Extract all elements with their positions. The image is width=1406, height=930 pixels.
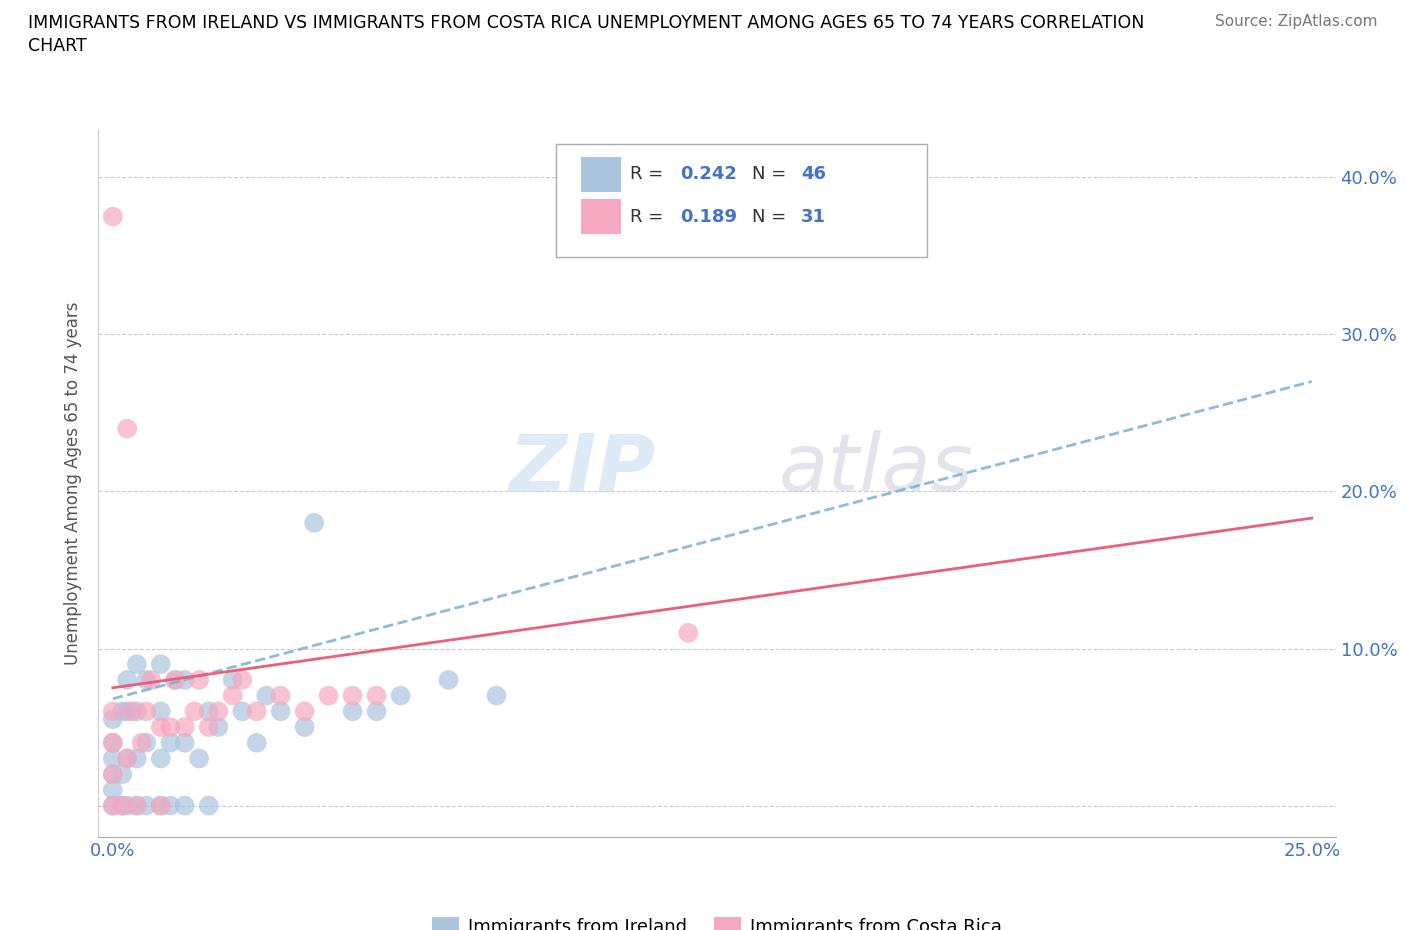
Point [188,672,211,687]
Point [173,672,195,687]
Point [246,704,269,719]
Point [111,766,134,781]
Point [111,798,134,813]
Point [270,704,292,719]
Point [111,704,134,719]
FancyBboxPatch shape [557,144,928,258]
Text: N =: N = [752,165,792,183]
Point [294,704,316,719]
Point [135,672,157,687]
Point [101,782,124,797]
Point [246,736,269,751]
Point [121,704,143,719]
Point [131,736,153,751]
Text: R =: R = [630,208,669,226]
Point [173,736,195,751]
Point [101,798,124,813]
FancyBboxPatch shape [581,199,620,234]
Point [254,688,277,703]
Text: ZIP: ZIP [508,431,655,509]
Text: 0.189: 0.189 [681,208,737,226]
Point [125,798,148,813]
Point [115,421,138,436]
Point [149,657,172,671]
Point [197,704,219,719]
Point [222,672,245,687]
Point [389,688,412,703]
Point [678,625,700,640]
Text: atlas: atlas [779,431,974,509]
Point [125,704,148,719]
Point [149,751,172,766]
Point [183,704,205,719]
Point [149,798,172,813]
Point [115,704,138,719]
Point [207,720,229,735]
Text: CHART: CHART [28,37,87,55]
Point [135,704,157,719]
FancyBboxPatch shape [581,157,620,192]
Text: 46: 46 [801,165,827,183]
Point [101,736,124,751]
Legend: Immigrants from Ireland, Immigrants from Costa Rica: Immigrants from Ireland, Immigrants from… [425,910,1010,930]
Point [101,736,124,751]
Point [115,751,138,766]
Point [111,798,134,813]
Point [125,657,148,671]
Point [141,672,163,687]
Point [294,720,316,735]
Point [135,798,157,813]
Point [302,515,325,530]
Point [101,209,124,224]
Point [149,720,172,735]
Point [101,766,124,781]
Text: R =: R = [630,165,669,183]
Point [318,688,340,703]
Point [188,751,211,766]
Text: 0.242: 0.242 [681,165,737,183]
Point [197,798,219,813]
Point [231,704,253,719]
Point [366,688,388,703]
Point [101,711,124,726]
Text: Source: ZipAtlas.com: Source: ZipAtlas.com [1215,14,1378,29]
Point [485,688,508,703]
Point [222,688,245,703]
Point [115,798,138,813]
Point [149,704,172,719]
Point [197,720,219,735]
Text: IMMIGRANTS FROM IRELAND VS IMMIGRANTS FROM COSTA RICA UNEMPLOYMENT AMONG AGES 65: IMMIGRANTS FROM IRELAND VS IMMIGRANTS FR… [28,14,1144,32]
Point [125,798,148,813]
Point [159,720,181,735]
Point [115,672,138,687]
Point [115,751,138,766]
Point [165,672,187,687]
Y-axis label: Unemployment Among Ages 65 to 74 years: Unemployment Among Ages 65 to 74 years [65,302,83,665]
Text: 31: 31 [801,208,827,226]
Point [101,798,124,813]
Point [437,672,460,687]
Point [101,766,124,781]
Point [173,798,195,813]
Point [165,672,187,687]
Point [342,688,364,703]
Point [231,672,253,687]
Text: N =: N = [752,208,792,226]
Point [159,736,181,751]
Point [149,798,172,813]
Point [207,704,229,719]
Point [159,798,181,813]
Point [173,720,195,735]
Point [135,736,157,751]
Point [125,751,148,766]
Point [101,751,124,766]
Point [366,704,388,719]
Point [270,688,292,703]
Point [342,704,364,719]
Point [101,704,124,719]
